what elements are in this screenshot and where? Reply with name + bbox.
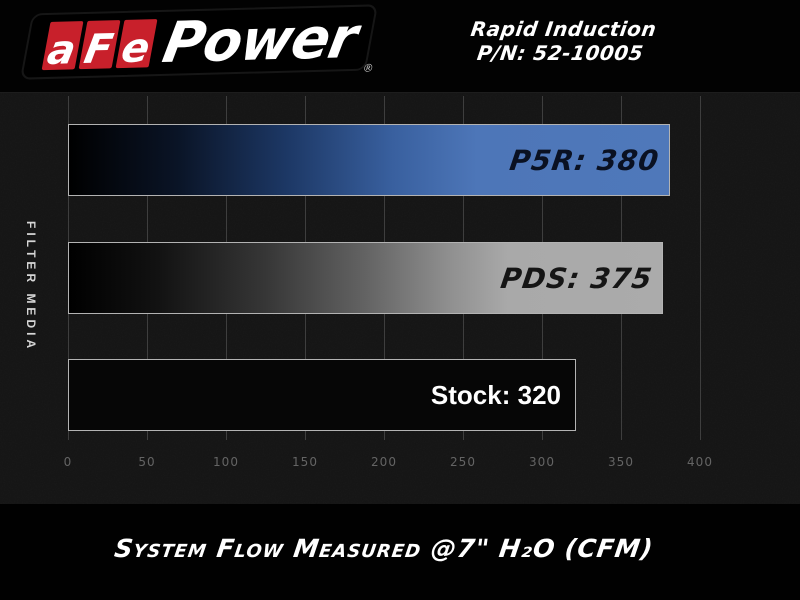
x-tick-label: 100: [213, 455, 239, 469]
logo-letter-block-f: F: [78, 20, 121, 73]
x-tick-label: 300: [529, 455, 555, 469]
x-tick-label: 350: [608, 455, 634, 469]
product-info: Rapid Induction P/N: 52-10005: [449, 17, 676, 65]
footer-bar: System Flow Measured @7" H₂O (CFM): [0, 504, 800, 600]
bar-label-pds: PDS: 375: [498, 261, 655, 295]
x-tick-label: 50: [138, 455, 156, 469]
bar-stock: Stock: 320: [68, 359, 576, 431]
bar-pds: PDS: 375: [68, 242, 663, 314]
logo-letter-block-a: a: [41, 21, 84, 74]
bar-chart: FILTER MEDIA P5R: 380 PDS: 375 Stock: 32…: [0, 92, 800, 505]
logo-word-power: Power: [157, 5, 362, 77]
y-axis-label: FILTER MEDIA: [24, 221, 38, 353]
x-tick-label: 150: [292, 455, 318, 469]
x-tick-label: 400: [687, 455, 713, 469]
bar-label-stock: Stock: 320: [430, 379, 561, 410]
part-number: P/N: 52-10005: [475, 41, 645, 65]
logo-letter-block-e: e: [115, 19, 158, 72]
afe-power-logo: a F e Power ®: [19, 4, 379, 80]
chart-title: System Flow Measured @7" H₂O (CFM): [112, 534, 656, 563]
header-bar: a F e Power ® Rapid Induction P/N: 52-10…: [0, 0, 800, 92]
gridline: [700, 96, 701, 440]
product-name: Rapid Induction: [469, 17, 659, 41]
registered-trademark-icon: ®: [362, 62, 374, 75]
x-tick-label: 250: [450, 455, 476, 469]
bar-p5r: P5R: 380: [68, 124, 670, 196]
bar-label-p5r: P5R: 380: [507, 143, 662, 177]
x-tick-label: 200: [371, 455, 397, 469]
x-tick-label: 0: [63, 455, 73, 469]
